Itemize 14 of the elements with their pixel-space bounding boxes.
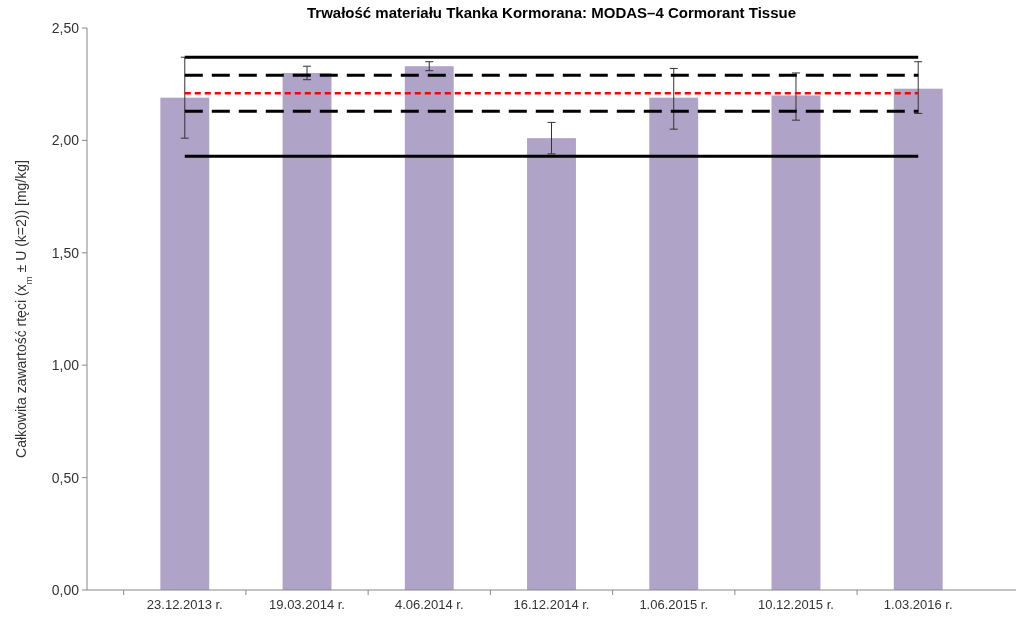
x-tick-label: 1.03.2016 r.	[883, 597, 953, 612]
y-tick-label: 0,00	[51, 581, 80, 598]
x-tick-label: 16.12.2014 r.	[513, 597, 590, 612]
y-tick-label: 2,50	[51, 19, 80, 36]
y-tick-label: 1,00	[51, 357, 80, 374]
y-tick-label: 0,50	[51, 469, 80, 486]
y-tick-label: 2,00	[51, 132, 80, 149]
x-tick-label: 19.03.2014 r.	[269, 597, 345, 612]
y-tick-label: 1,50	[51, 244, 80, 261]
x-tick-label: 1.06.2015 r.	[639, 597, 709, 612]
chart-title: Trwałość materiału Tkanka Kormorana: MODAS–4 Cormorant Tissue	[306, 4, 797, 21]
x-tick-label: 10.12.2015 r.	[758, 597, 834, 612]
x-tick-label: 4.06.2014 r.	[394, 597, 464, 612]
x-tick-label: 23.12.2013 r.	[146, 597, 223, 612]
